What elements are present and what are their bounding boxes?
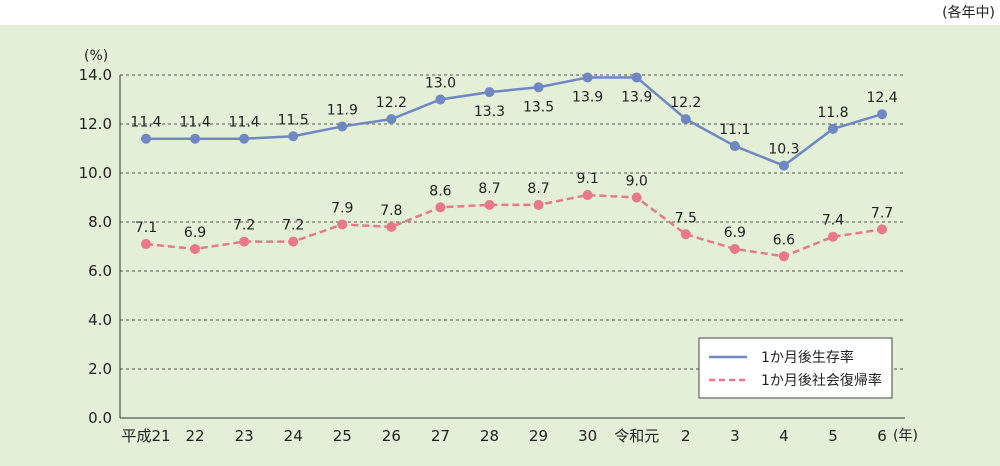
- data-label: 7.2: [282, 218, 304, 234]
- x-tick-label: 23: [235, 427, 254, 445]
- x-tick-label: 30: [578, 427, 597, 445]
- y-tick-label: 8.0: [88, 213, 112, 231]
- data-point: [877, 109, 888, 120]
- y-tick-label: 12.0: [79, 115, 112, 133]
- data-point: [288, 131, 299, 142]
- data-point: [141, 239, 151, 250]
- data-label: 11.8: [817, 105, 848, 121]
- data-point: [582, 190, 593, 201]
- data-point: [729, 141, 740, 152]
- data-point: [877, 224, 888, 235]
- data-point: [386, 114, 397, 125]
- data-point: [680, 114, 691, 125]
- data-point: [533, 199, 544, 210]
- data-label: 8.6: [429, 183, 451, 199]
- data-label: 13.9: [621, 89, 652, 105]
- data-label: 9.0: [626, 174, 648, 190]
- x-tick-label: 令和元: [614, 427, 659, 445]
- data-label: 6.9: [724, 225, 746, 241]
- data-point: [484, 199, 495, 210]
- data-label: 12.4: [866, 90, 897, 106]
- data-label: 7.8: [380, 203, 402, 219]
- data-point: [533, 82, 544, 93]
- data-label: 11.5: [278, 112, 309, 128]
- x-tick-label: 平成21: [121, 427, 170, 445]
- data-point: [288, 236, 299, 247]
- data-label: 11.9: [327, 102, 358, 118]
- data-point: [386, 221, 397, 232]
- data-point: [141, 133, 151, 144]
- data-label: 11.4: [229, 115, 260, 131]
- data-label: 6.9: [184, 225, 206, 241]
- data-point: [337, 121, 348, 132]
- x-tick-label: 27: [431, 427, 450, 445]
- x-tick-label: 24: [284, 427, 303, 445]
- data-point: [631, 72, 642, 83]
- legend-label: 1か月後生存率: [761, 349, 854, 366]
- data-label: 13.9: [572, 89, 603, 105]
- series-line-1: [146, 76, 883, 168]
- data-label: 8.7: [478, 181, 500, 197]
- x-axis-unit: (年): [893, 428, 918, 444]
- data-point: [190, 243, 201, 254]
- data-label: 13.0: [425, 76, 456, 92]
- data-label: 7.4: [822, 213, 844, 229]
- data-label: 7.9: [331, 200, 353, 216]
- x-tick-label: 22: [186, 427, 205, 445]
- data-label: 13.5: [523, 99, 554, 115]
- x-tick-label: 5: [828, 427, 838, 445]
- data-point: [827, 231, 838, 242]
- data-point: [337, 219, 348, 230]
- y-axis-unit: (%): [84, 48, 108, 64]
- y-tick-label: 0.0: [88, 409, 112, 427]
- data-label: 6.6: [773, 232, 795, 248]
- x-tick-label: 28: [480, 427, 499, 445]
- data-label: 9.1: [576, 171, 598, 187]
- y-tick-label: 6.0: [88, 262, 112, 280]
- data-label: 12.2: [670, 95, 701, 111]
- data-label: 11.4: [130, 115, 161, 131]
- x-tick-label: 6: [877, 427, 887, 445]
- data-point: [435, 94, 446, 105]
- y-tick-label: 4.0: [88, 311, 112, 329]
- x-tick-label: 25: [333, 427, 352, 445]
- data-point: [582, 72, 593, 83]
- data-label: 12.2: [376, 95, 407, 111]
- data-point: [435, 202, 446, 213]
- data-label: 11.4: [179, 115, 210, 131]
- data-label: 7.7: [871, 205, 893, 221]
- y-tick-label: 10.0: [79, 164, 112, 182]
- x-tick-label: 2: [681, 427, 691, 445]
- x-tick-label: 26: [382, 427, 401, 445]
- data-point: [680, 229, 691, 240]
- data-label: 7.2: [233, 218, 255, 234]
- y-tick-label: 2.0: [88, 360, 112, 378]
- data-label: 10.3: [768, 142, 799, 158]
- data-label: 7.5: [675, 210, 697, 226]
- series-line-2: [145, 193, 883, 258]
- data-label: 7.1: [135, 220, 157, 236]
- data-label: 13.3: [474, 104, 505, 120]
- data-point: [239, 133, 250, 144]
- data-point: [778, 160, 789, 171]
- data-point: [827, 123, 838, 134]
- data-label: 8.7: [527, 181, 549, 197]
- legend-label: 1か月後社会復帰率: [761, 372, 882, 389]
- x-tick-label: 4: [779, 427, 789, 445]
- legend-box: [698, 337, 893, 399]
- data-point: [631, 192, 642, 203]
- x-tick-label: 3: [730, 427, 740, 445]
- data-point: [239, 236, 250, 247]
- x-tick-label: 29: [529, 427, 548, 445]
- y-tick-label: 14.0: [79, 66, 112, 84]
- data-point: [484, 87, 495, 98]
- data-label: 11.1: [719, 122, 750, 138]
- data-point: [778, 251, 789, 262]
- data-point: [729, 243, 740, 254]
- data-point: [190, 133, 201, 144]
- note-label: (各年中): [942, 5, 995, 21]
